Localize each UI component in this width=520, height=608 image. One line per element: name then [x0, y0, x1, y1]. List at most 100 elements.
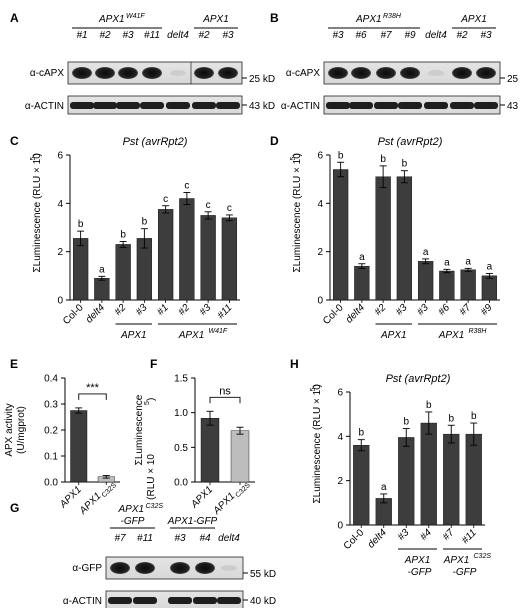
size-marker: 55 kD [250, 569, 276, 580]
y-axis-label-tail: ) [292, 153, 303, 156]
significance-letter: a [423, 247, 429, 258]
significance-letter: c [184, 180, 189, 191]
y-tick-label: 4 [337, 432, 343, 443]
protein-band [118, 67, 138, 79]
y-axis-label: ΣLuminescence (RLU × 10 [32, 153, 43, 273]
y-axis-label: APX activity [4, 403, 15, 456]
y-tick-label: 6 [317, 151, 323, 162]
x-category-label: #1 [155, 302, 171, 318]
protein-band [328, 67, 348, 79]
significance-letter: c [206, 200, 211, 211]
protein-band [476, 67, 496, 79]
actin-band [349, 102, 373, 109]
lane-label: #2 [99, 30, 111, 41]
bar [115, 244, 131, 301]
bar [465, 433, 482, 526]
x-category-label: #3 [415, 302, 431, 318]
actin-band [424, 102, 448, 109]
bar [230, 430, 250, 483]
x-category-sup: C32S [101, 482, 119, 500]
lane-label: #1 [76, 30, 87, 41]
chart-D: D Pst (avrRpt2) 0 2 4 6 ΣLuminescence (RLU × 1… [270, 134, 500, 341]
lane-label: #2 [198, 30, 210, 41]
genotype-group-label: APX1 [202, 14, 229, 25]
significance-letter: c [163, 194, 168, 205]
bar [332, 169, 349, 301]
size-marker: 43 kD [249, 101, 275, 112]
protein-band [400, 67, 420, 79]
bar [72, 238, 89, 301]
significance-letter: b [448, 413, 454, 424]
faint-band [221, 565, 237, 571]
lane-label: #11 [137, 533, 153, 544]
x-category-label: delt4 [366, 527, 389, 550]
actin-band [192, 102, 216, 109]
lane-label: #7 [114, 533, 126, 544]
protein-band [135, 562, 155, 574]
significance-letter: b [402, 159, 408, 170]
actin-band [374, 102, 398, 109]
actin-band [93, 102, 117, 109]
antibody-label: α-ACTIN [25, 101, 64, 112]
panel-letter-B: B [270, 11, 279, 25]
panel-letter-E: E [10, 357, 18, 371]
group-label: APX1 [380, 330, 407, 341]
y-tick-label: 0 [317, 296, 323, 307]
genotype-group-label: APX1 [355, 14, 382, 25]
panel-letter-D: D [270, 134, 279, 148]
genotype-group-label: APX1 [98, 14, 125, 25]
bar [375, 176, 391, 301]
bar [443, 433, 460, 526]
panel-letter-F: F [150, 357, 157, 371]
significance-bracket [209, 396, 241, 404]
chart-F: F 0.0 0.5 1.0 1.5 ΣLuminescence(RLU × 10 5) APX… [134, 357, 255, 517]
chart-title: Pst (avrRpt2) [386, 373, 451, 385]
y-axis-label: ΣLuminescence [134, 394, 145, 465]
x-category-label: #3 [394, 302, 410, 318]
y-tick-label: 4 [57, 199, 63, 210]
x-category-label: Col-0 [342, 527, 367, 552]
genotype-superscript: C32S [146, 503, 164, 510]
antibody-label: α-GFP [72, 563, 102, 574]
chart-H: H Pst (avrRpt2) 0 2 4 6 ΣLuminescence (RLU × 1… [290, 357, 491, 578]
group-label-sup: R38H [469, 328, 488, 335]
significance-letter: b [78, 219, 84, 230]
lane-label: #3 [174, 533, 186, 544]
lane-label: #3 [122, 30, 134, 41]
significance-letter: b [426, 400, 432, 411]
actin-band [216, 102, 240, 109]
significance-letter: a [381, 482, 387, 493]
y-tick-label: 0.1 [44, 452, 58, 463]
y-tick-label: 1.5 [174, 374, 188, 385]
x-category-label: APX1 [189, 484, 216, 511]
bar [417, 261, 434, 301]
lane-label: #2 [456, 30, 468, 41]
group-label: APX1 [178, 330, 205, 341]
y-tick-label: 2 [317, 247, 323, 258]
x-category-label: #3 [198, 302, 214, 318]
y-tick-label: 4 [317, 199, 323, 210]
x-category-label: APX1 [211, 491, 238, 518]
group-label-sup: C32S [474, 553, 492, 560]
y-tick-label: 0.0 [44, 478, 58, 489]
x-category-label: #4 [418, 527, 434, 543]
bar [396, 176, 413, 301]
actin-band [116, 102, 140, 109]
x-category-label: #11 [215, 302, 234, 321]
y-axis-label-tail: ) [312, 384, 323, 387]
y-tick-label: 1.0 [174, 408, 188, 419]
significance-letter: b [403, 417, 409, 428]
protein-band [194, 67, 214, 79]
chart-title: Pst (avrRpt2) [123, 136, 188, 148]
panel-letter-H: H [290, 357, 299, 371]
protein-band [452, 67, 472, 79]
x-category-label: Col-0 [61, 302, 86, 327]
x-category-label: delt4 [344, 302, 367, 325]
bar [460, 269, 476, 301]
y-axis-label-line2: (U/mgprot) [16, 406, 27, 454]
bar [70, 410, 88, 483]
group-label-sup: W41F [209, 328, 228, 335]
y-tick-label: 0.4 [44, 374, 58, 385]
